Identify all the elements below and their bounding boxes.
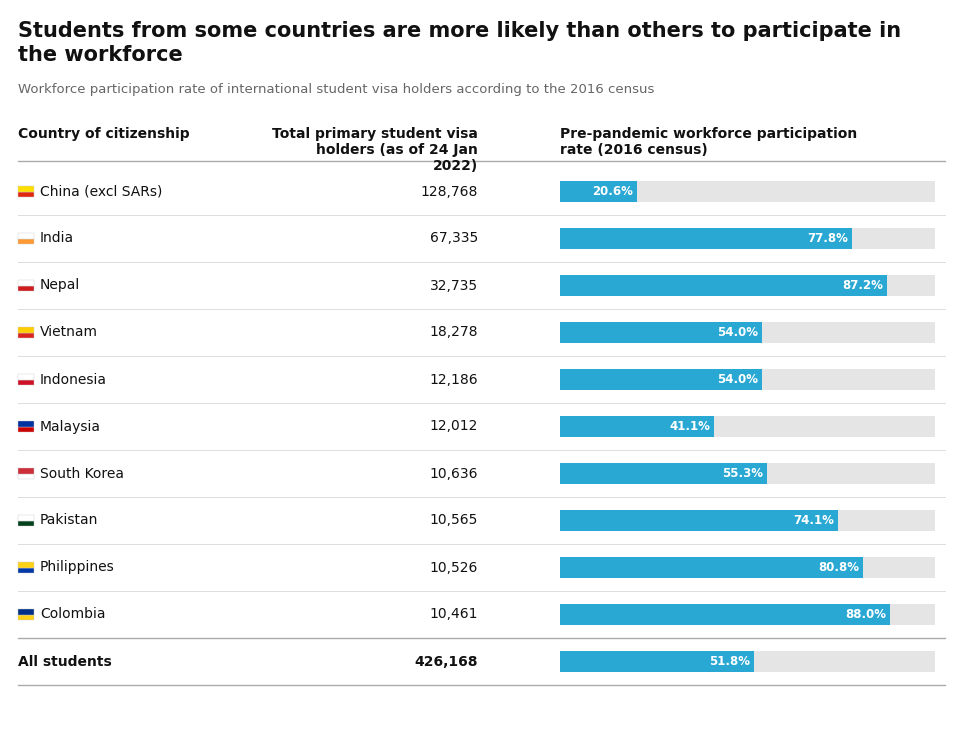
Text: 54.0%: 54.0% xyxy=(717,326,759,339)
FancyBboxPatch shape xyxy=(560,463,935,484)
FancyBboxPatch shape xyxy=(18,515,34,521)
FancyBboxPatch shape xyxy=(560,416,714,437)
Text: 55.3%: 55.3% xyxy=(722,467,764,480)
Text: Nepal: Nepal xyxy=(40,279,80,293)
Text: 12,186: 12,186 xyxy=(429,372,478,386)
FancyBboxPatch shape xyxy=(560,228,935,249)
Text: Pakistan: Pakistan xyxy=(40,514,99,527)
FancyBboxPatch shape xyxy=(18,333,34,338)
FancyBboxPatch shape xyxy=(560,181,935,202)
Text: All students: All students xyxy=(18,655,111,669)
FancyBboxPatch shape xyxy=(18,421,34,426)
Text: 12,012: 12,012 xyxy=(429,419,478,434)
Text: China (excl SARs): China (excl SARs) xyxy=(40,184,163,198)
Text: 41.1%: 41.1% xyxy=(670,420,710,433)
FancyBboxPatch shape xyxy=(560,322,935,343)
Text: Pre-pandemic workforce participation
rate (2016 census): Pre-pandemic workforce participation rat… xyxy=(560,127,858,157)
Text: 10,461: 10,461 xyxy=(429,607,478,622)
FancyBboxPatch shape xyxy=(560,369,935,390)
Text: 87.2%: 87.2% xyxy=(842,279,883,292)
FancyBboxPatch shape xyxy=(18,192,34,197)
FancyBboxPatch shape xyxy=(560,228,852,249)
FancyBboxPatch shape xyxy=(560,275,935,296)
FancyBboxPatch shape xyxy=(18,521,34,526)
Text: 74.1%: 74.1% xyxy=(793,514,834,527)
FancyBboxPatch shape xyxy=(18,568,34,573)
Text: 426,168: 426,168 xyxy=(415,655,478,669)
FancyBboxPatch shape xyxy=(560,275,887,296)
FancyBboxPatch shape xyxy=(18,473,34,479)
Text: 18,278: 18,278 xyxy=(429,326,478,339)
FancyBboxPatch shape xyxy=(560,510,838,531)
Text: 80.8%: 80.8% xyxy=(818,561,859,574)
Text: Philippines: Philippines xyxy=(40,560,114,574)
Text: Colombia: Colombia xyxy=(40,607,106,622)
Text: 10,636: 10,636 xyxy=(429,467,478,481)
FancyBboxPatch shape xyxy=(560,604,935,625)
FancyBboxPatch shape xyxy=(18,380,34,385)
FancyBboxPatch shape xyxy=(560,322,763,343)
Text: 77.8%: 77.8% xyxy=(807,232,848,245)
FancyBboxPatch shape xyxy=(560,557,935,578)
FancyBboxPatch shape xyxy=(18,426,34,432)
Text: 67,335: 67,335 xyxy=(429,231,478,246)
FancyBboxPatch shape xyxy=(560,651,935,672)
FancyBboxPatch shape xyxy=(560,651,754,672)
FancyBboxPatch shape xyxy=(560,463,767,484)
Text: 88.0%: 88.0% xyxy=(845,608,886,621)
Text: 54.0%: 54.0% xyxy=(717,373,759,386)
FancyBboxPatch shape xyxy=(18,609,34,614)
FancyBboxPatch shape xyxy=(18,280,34,285)
FancyBboxPatch shape xyxy=(560,181,638,202)
Text: Workforce participation rate of international student visa holders according to : Workforce participation rate of internat… xyxy=(18,83,654,96)
FancyBboxPatch shape xyxy=(18,233,34,238)
Text: Vietnam: Vietnam xyxy=(40,326,98,339)
Text: 51.8%: 51.8% xyxy=(709,655,750,668)
FancyBboxPatch shape xyxy=(18,327,34,333)
FancyBboxPatch shape xyxy=(18,238,34,244)
Text: 10,526: 10,526 xyxy=(429,560,478,574)
FancyBboxPatch shape xyxy=(560,369,763,390)
FancyBboxPatch shape xyxy=(560,604,890,625)
Text: South Korea: South Korea xyxy=(40,467,124,481)
Text: 32,735: 32,735 xyxy=(430,279,478,293)
Text: Students from some countries are more likely than others to participate in
the w: Students from some countries are more li… xyxy=(18,21,901,65)
FancyBboxPatch shape xyxy=(560,557,863,578)
FancyBboxPatch shape xyxy=(560,416,935,437)
Text: 20.6%: 20.6% xyxy=(592,185,634,198)
Text: 128,768: 128,768 xyxy=(421,184,478,198)
FancyBboxPatch shape xyxy=(18,186,34,192)
Text: Malaysia: Malaysia xyxy=(40,419,101,434)
FancyBboxPatch shape xyxy=(18,285,34,291)
FancyBboxPatch shape xyxy=(18,614,34,620)
FancyBboxPatch shape xyxy=(560,510,935,531)
FancyBboxPatch shape xyxy=(18,562,34,568)
Text: Country of citizenship: Country of citizenship xyxy=(18,127,190,141)
Text: India: India xyxy=(40,231,74,246)
Text: Total primary student visa
holders (as of 24 Jan
2022): Total primary student visa holders (as o… xyxy=(272,127,478,174)
FancyBboxPatch shape xyxy=(18,468,34,473)
FancyBboxPatch shape xyxy=(18,374,34,380)
Text: 10,565: 10,565 xyxy=(429,514,478,527)
Text: Indonesia: Indonesia xyxy=(40,372,107,386)
